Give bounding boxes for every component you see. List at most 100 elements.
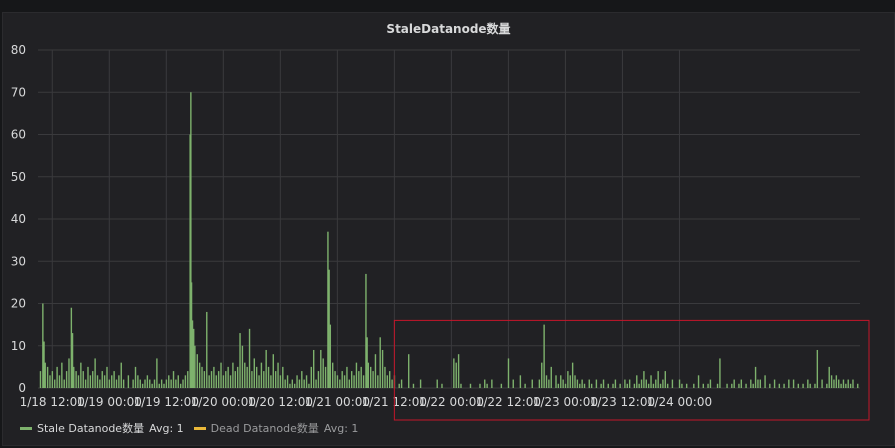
y-tick-label: 80	[11, 43, 26, 57]
legend-item-dead[interactable]: Dead Datanode数量 Avg: 1	[193, 420, 358, 436]
data-bar	[607, 383, 609, 388]
data-bar	[726, 383, 728, 388]
data-bar	[118, 375, 120, 388]
data-bar	[96, 375, 99, 388]
data-bar	[198, 362, 201, 388]
data-bar	[328, 269, 330, 388]
data-bar	[754, 366, 757, 388]
data-bar	[73, 366, 75, 388]
legend-swatch-stale	[20, 426, 32, 430]
data-bar	[61, 362, 63, 388]
data-bar	[134, 366, 137, 388]
data-bar	[189, 134, 191, 388]
data-bar	[312, 349, 315, 388]
data-bar	[647, 383, 650, 388]
data-bar	[329, 324, 332, 388]
data-bar	[664, 371, 666, 388]
data-bar	[94, 358, 96, 388]
data-bar	[89, 375, 92, 388]
data-bar	[830, 375, 833, 388]
data-bar	[227, 366, 229, 388]
legend-item-stale[interactable]: Stale Datanode数量 Avg: 1	[20, 420, 184, 436]
data-bar	[579, 383, 581, 388]
data-bar	[545, 375, 548, 388]
legend: Stale Datanode数量 Avg: 1 Dead Datanode数量 …	[20, 420, 358, 436]
data-bar	[731, 383, 733, 388]
data-bar	[849, 383, 852, 388]
x-tick-label: 1/18 12:00	[20, 395, 85, 409]
y-tick-label: 30	[11, 254, 26, 268]
data-bar	[645, 379, 647, 388]
data-bar	[391, 379, 393, 388]
data-bar	[103, 375, 106, 388]
data-bar	[284, 379, 286, 388]
data-bar	[193, 328, 195, 388]
data-bar	[709, 379, 712, 388]
data-bar	[260, 362, 263, 388]
data-bar	[457, 354, 460, 388]
data-bar	[217, 371, 220, 388]
data-bar	[362, 375, 365, 388]
data-bar	[524, 383, 526, 388]
data-bar	[158, 383, 160, 388]
data-bar	[821, 379, 823, 388]
data-bar	[341, 371, 343, 388]
data-bar	[857, 383, 859, 388]
data-bar	[258, 375, 260, 388]
data-bar	[693, 383, 695, 388]
data-bar	[519, 375, 522, 388]
data-bar	[336, 375, 339, 388]
panel-title[interactable]: StaleDatanode数量	[386, 22, 511, 36]
data-bar	[317, 371, 320, 388]
data-bar	[244, 362, 246, 388]
data-bar	[334, 371, 336, 388]
data-bar	[379, 337, 381, 388]
data-bar	[208, 375, 210, 388]
data-bar	[571, 362, 574, 388]
data-bar	[400, 379, 403, 388]
data-bar	[809, 383, 811, 388]
data-bar	[160, 379, 163, 388]
data-bar	[845, 383, 847, 388]
data-bar	[190, 282, 193, 388]
data-bar	[146, 375, 149, 388]
data-bar	[360, 366, 362, 388]
data-bar	[298, 379, 301, 388]
data-bar	[697, 375, 700, 388]
data-bar	[564, 383, 567, 388]
data-bar	[54, 379, 56, 388]
data-bar	[282, 366, 284, 388]
data-bar	[101, 371, 103, 388]
y-tick-label: 50	[11, 170, 26, 184]
x-tick-label: 1/21 00:00	[305, 395, 370, 409]
data-bar	[628, 379, 631, 388]
data-bar	[531, 379, 533, 388]
data-bar	[241, 345, 244, 388]
data-bar	[576, 379, 579, 388]
data-bar	[469, 383, 472, 388]
data-bar	[560, 375, 562, 388]
data-bar	[550, 366, 552, 388]
data-bar	[835, 375, 838, 388]
data-bar	[377, 375, 379, 388]
data-bar	[797, 383, 800, 388]
data-bar	[267, 366, 270, 388]
data-bar	[671, 379, 674, 388]
data-bar	[757, 379, 759, 388]
data-bar	[453, 358, 455, 388]
data-bar	[310, 366, 313, 388]
data-bar	[814, 383, 816, 388]
data-bar	[111, 375, 113, 388]
data-bar	[80, 362, 82, 388]
data-bar	[286, 375, 289, 388]
data-bar	[567, 371, 569, 388]
data-bar	[441, 383, 443, 388]
data-bar	[194, 345, 196, 388]
data-bar	[220, 362, 222, 388]
data-bar	[46, 366, 49, 388]
data-bar	[655, 379, 657, 388]
data-bar	[374, 354, 377, 388]
data-bar	[652, 383, 655, 388]
data-bar	[239, 333, 241, 388]
